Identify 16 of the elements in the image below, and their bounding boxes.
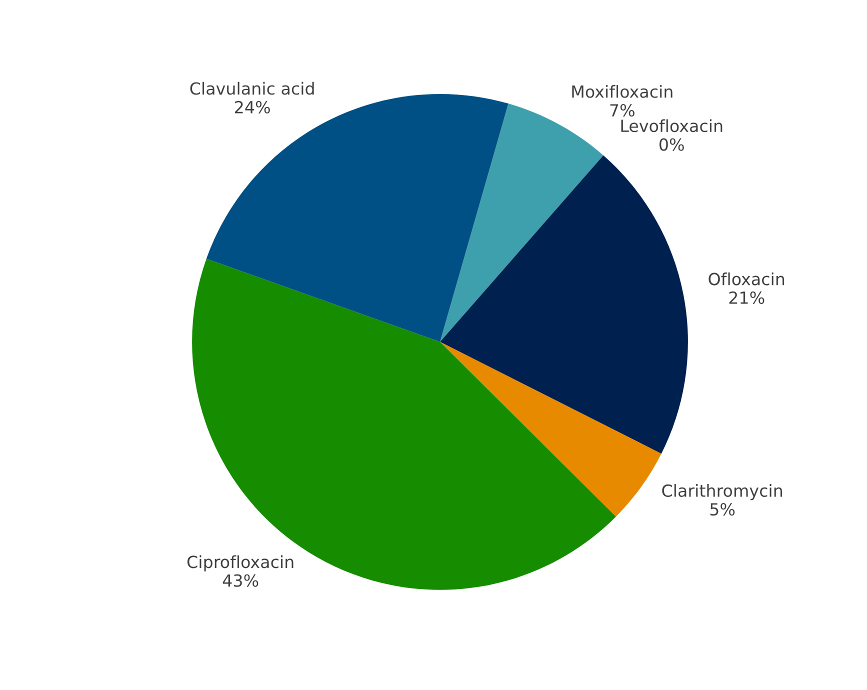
data-label: 7%: [610, 104, 634, 117]
slice-label: Ofloxacin: [708, 272, 784, 286]
pie-slice: [206, 94, 508, 342]
data-label: 43%: [222, 574, 258, 587]
text: 0%: [660, 138, 684, 151]
data-label: 5%: [710, 503, 735, 516]
pie-slice: [440, 155, 688, 454]
pie-slice: [440, 104, 604, 342]
pie-slice: [440, 342, 662, 517]
slice-label: Clavulanic acid: [190, 82, 314, 95]
slice-label: Moxifloxacin: [572, 85, 672, 98]
data-label: 21%: [729, 291, 764, 304]
slice-label: Clarithromycin: [662, 484, 782, 500]
data-label: 24%: [235, 100, 270, 114]
category-label: Levofloxacin: [621, 119, 722, 132]
slice-label: Ciprofloxacin: [187, 555, 294, 572]
